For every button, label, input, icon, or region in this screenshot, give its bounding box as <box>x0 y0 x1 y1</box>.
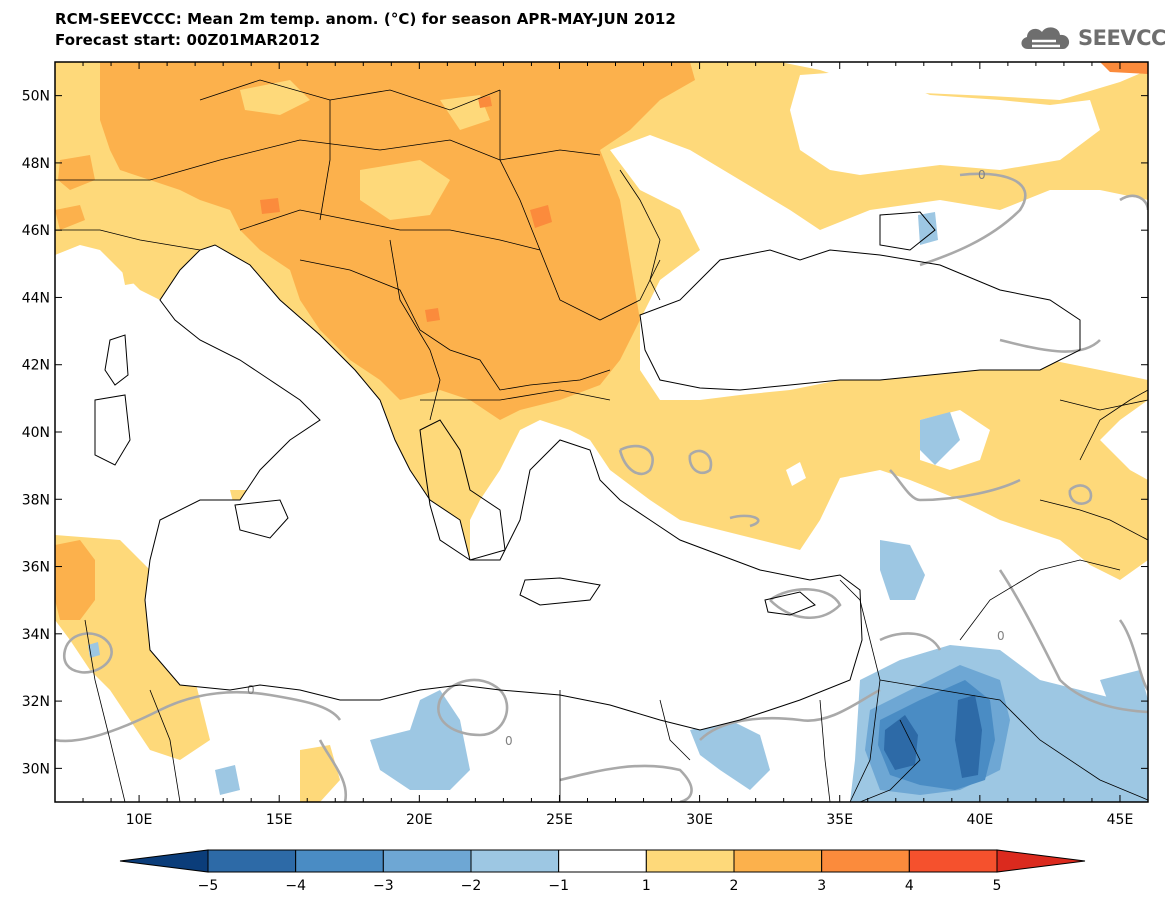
lon-tick-label: 15E <box>266 812 293 828</box>
lat-tick-label: 46N <box>22 223 50 239</box>
colorbar-label: 1 <box>642 878 651 894</box>
colorbar-high-extension <box>996 849 1086 873</box>
colorbar-segment <box>908 849 998 873</box>
anomaly-fill-2-3 <box>55 62 695 620</box>
logo-text: SEEVCCC <box>1078 26 1165 50</box>
anomaly-fill-3-4 <box>260 62 1148 322</box>
forecast-start-label: Forecast start: 00Z01MAR2012 <box>55 31 321 49</box>
cloud-logo-icon <box>1021 27 1070 49</box>
anomaly-fill-1-2-islands <box>120 80 490 285</box>
colorbar-label: 2 <box>730 878 739 894</box>
contour-label: 0 <box>505 734 513 748</box>
lon-tick-label: 10E <box>126 812 153 828</box>
contour-label: 0 <box>997 629 1005 643</box>
lat-tick-label: 32N <box>22 694 50 710</box>
coastlines <box>94 211 1081 731</box>
lat-tick-label: 42N <box>22 358 50 374</box>
seevccc-logo: SEEVCCC <box>1018 22 1165 54</box>
lat-tick-label: 50N <box>22 89 50 105</box>
map-plot-area: 0 0 0 0 <box>55 62 1148 802</box>
lat-tick-label: 30N <box>22 761 50 777</box>
lon-tick-label: 30E <box>686 812 713 828</box>
colorbar-segment <box>207 849 297 873</box>
lat-tick-label: 36N <box>22 560 50 576</box>
lon-tick-label: 25E <box>546 812 573 828</box>
latitude-axis: 50N 48N 46N 44N 42N 40N 38N 36N 34N 32N 30N <box>22 89 1148 777</box>
colorbar-label: −1 <box>548 878 569 894</box>
lat-tick-label: 44N <box>22 290 50 306</box>
colorbar: −5 −4 −3 −2 −1 1 2 3 4 5 <box>119 849 1086 894</box>
longitude-axis: 10E 15E 20E 25E 30E 35E 40E 45E <box>54 62 1149 828</box>
colorbar-segment <box>295 849 384 873</box>
lat-tick-label: 38N <box>22 492 50 508</box>
colorbar-segment <box>645 849 735 873</box>
country-borders <box>55 79 1148 802</box>
chart-title: RCM-SEEVCCC: Mean 2m temp. anom. (°C) fo… <box>55 10 676 28</box>
lat-tick-label: 34N <box>22 627 50 643</box>
colorbar-label: 4 <box>905 878 914 894</box>
zero-contours <box>55 172 1148 802</box>
lat-tick-label: 40N <box>22 425 50 441</box>
colorbar-label: −4 <box>285 878 306 894</box>
anomaly-fill-neg-4-5 <box>884 695 982 778</box>
lat-tick-label: 48N <box>22 156 50 172</box>
colorbar-segment <box>733 849 823 873</box>
lon-tick-label: 45E <box>1107 812 1134 828</box>
lon-tick-label: 40E <box>967 812 994 828</box>
contour-label: 0 <box>978 168 986 182</box>
colorbar-label: 5 <box>993 878 1002 894</box>
colorbar-segment <box>558 849 647 873</box>
contour-label: 0 <box>247 683 255 697</box>
colorbar-label: −5 <box>198 878 219 894</box>
colorbar-label: 3 <box>817 878 826 894</box>
colorbar-label: −2 <box>461 878 482 894</box>
colorbar-label: −3 <box>373 878 394 894</box>
lon-tick-label: 35E <box>826 812 853 828</box>
colorbar-segment <box>382 849 472 873</box>
contour-labels: 0 0 0 0 <box>247 168 1005 748</box>
lon-tick-label: 20E <box>406 812 433 828</box>
colorbar-low-extension <box>119 849 209 873</box>
colorbar-segment <box>821 849 910 873</box>
colorbar-segment <box>470 849 560 873</box>
sea-mask <box>145 245 1080 730</box>
